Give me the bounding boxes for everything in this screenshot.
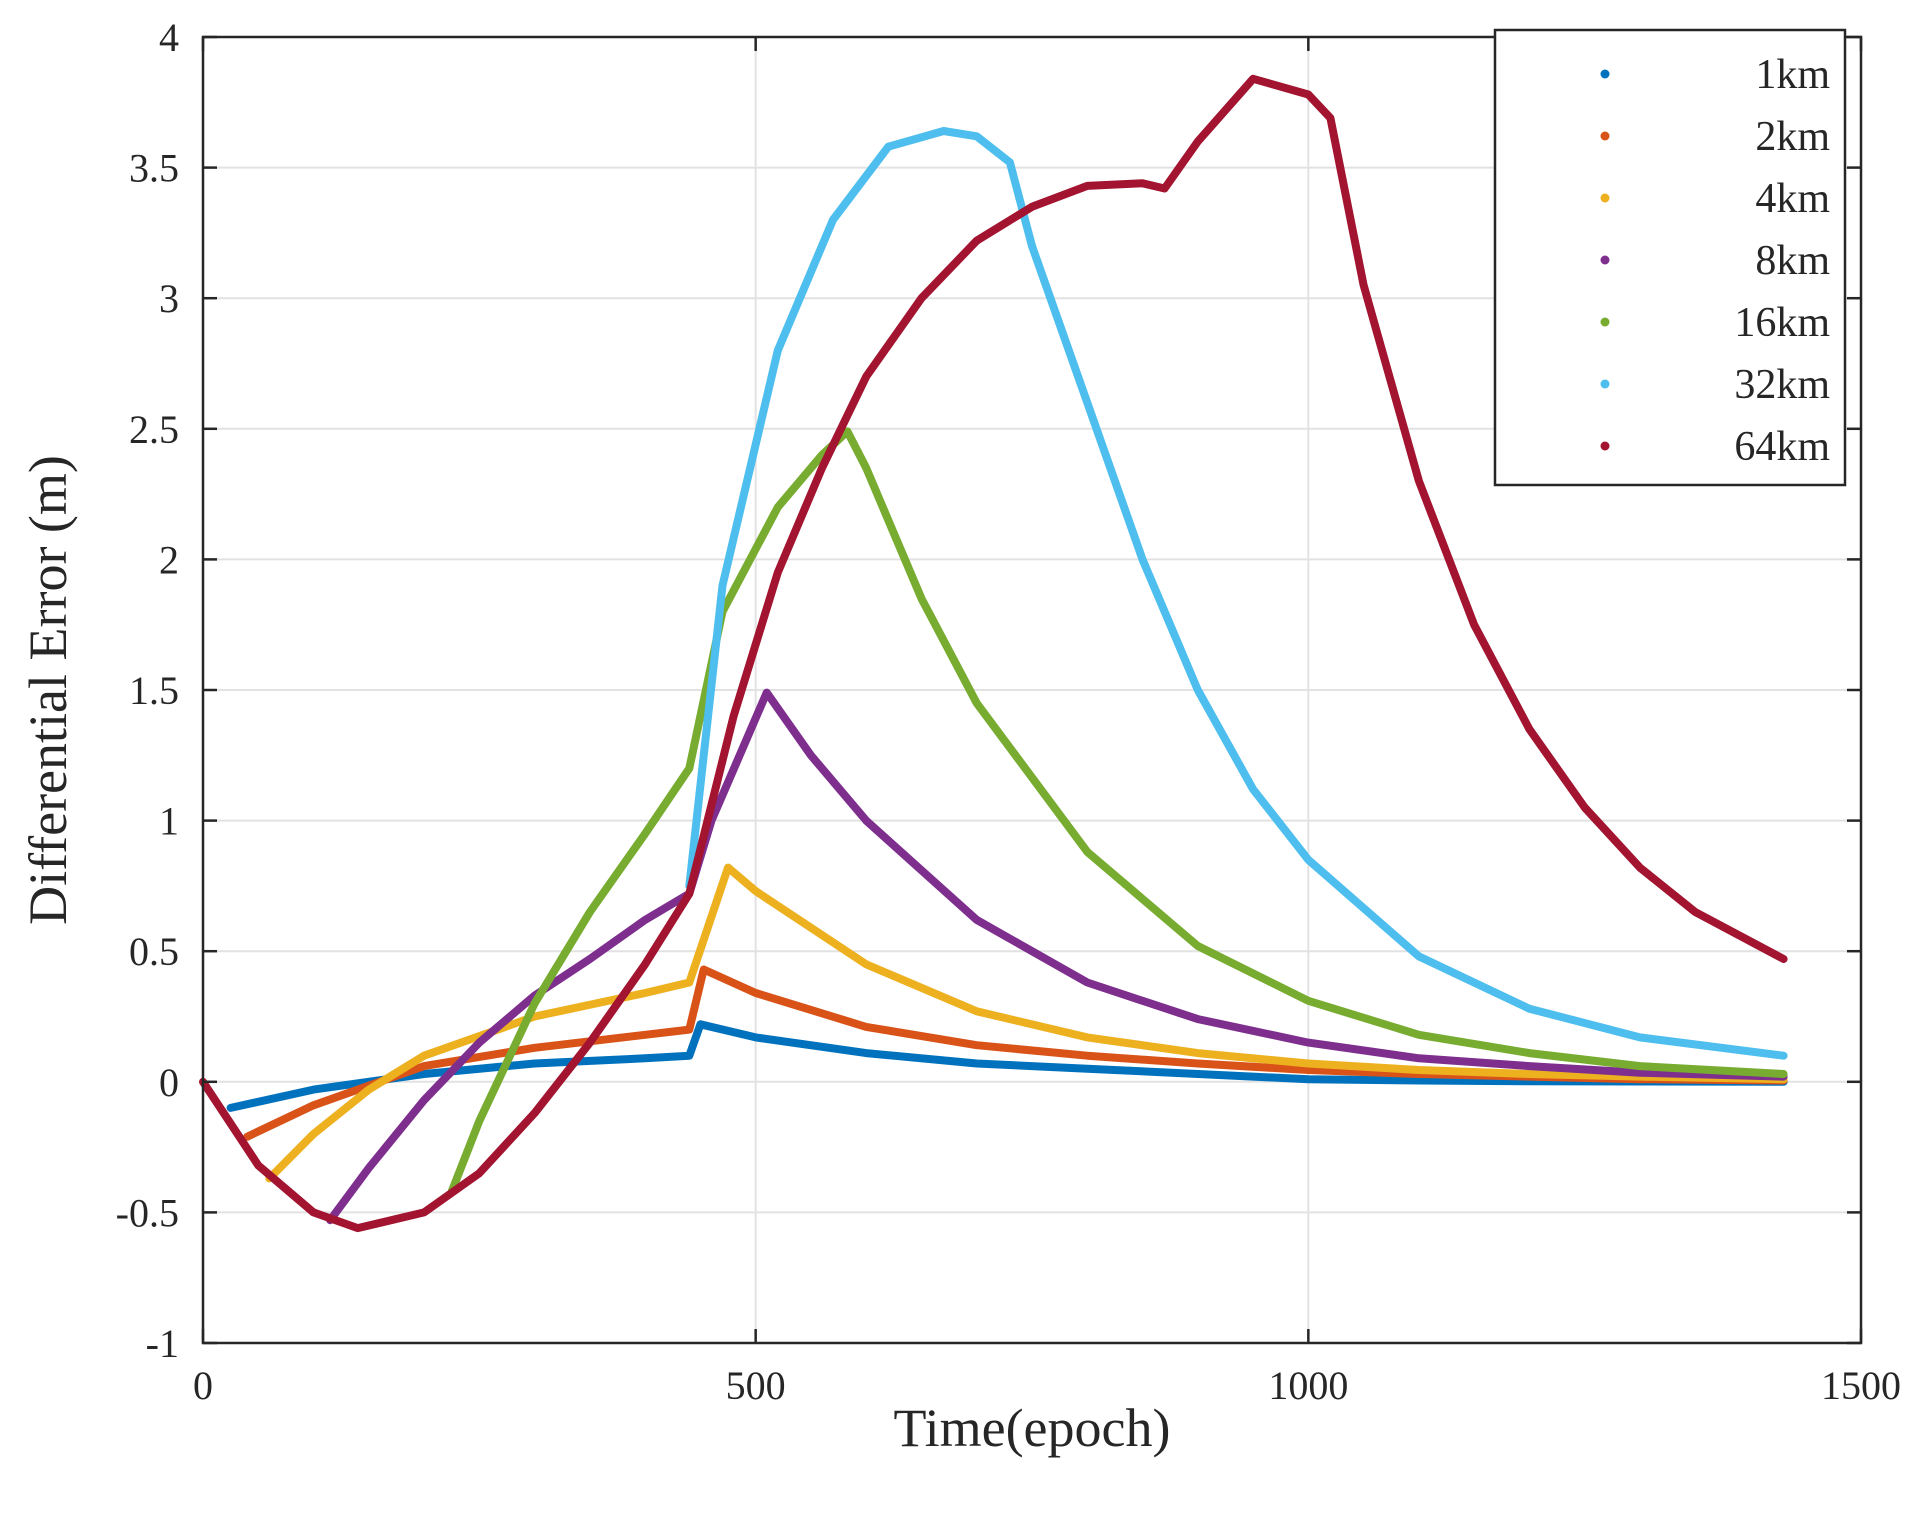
legend-marker-16km <box>1600 317 1610 327</box>
y-tick-label: 1.5 <box>129 668 179 713</box>
y-tick-label: 3.5 <box>129 146 179 191</box>
y-tick-label: 3 <box>159 276 179 321</box>
y-axis-title: Differential Error (m) <box>18 455 78 925</box>
y-tick-label: -0.5 <box>116 1190 179 1235</box>
series-line-1km <box>226 1020 1788 1112</box>
legend-marker-8km <box>1600 255 1610 265</box>
series-line-4km <box>265 863 1788 1183</box>
legend-marker-2km <box>1600 131 1610 141</box>
legend: 1km 2km 4km 8km 16km 32km 64km <box>1493 28 1847 487</box>
series-line-8km <box>326 688 1788 1225</box>
legend-marker-32km <box>1600 379 1610 389</box>
legend-label-4km: 4km <box>1755 176 1830 222</box>
legend-box <box>1493 28 1847 487</box>
legend-label-1km: 1km <box>1755 52 1830 98</box>
y-tick-label: -1 <box>146 1321 179 1366</box>
x-axis-title: Time(epoch) <box>894 1398 1171 1458</box>
legend-label-2km: 2km <box>1755 114 1830 160</box>
legend-label-64km: 64km <box>1734 424 1830 470</box>
legend-label-8km: 8km <box>1755 238 1830 284</box>
series-line-64km <box>199 74 1788 1233</box>
y-tick-label: 4 <box>159 15 179 60</box>
series-line-16km <box>447 427 1788 1196</box>
x-tick-label: 1500 <box>1821 1363 1901 1408</box>
legend-label-16km: 16km <box>1734 300 1830 346</box>
x-tick-label: 500 <box>726 1363 786 1408</box>
series-lines <box>199 74 1788 1233</box>
y-tick-label: 1 <box>159 799 179 844</box>
legend-marker-64km <box>1600 441 1610 451</box>
x-tick-label: 0 <box>193 1363 213 1408</box>
legend-items: 1km 2km 4km 8km 16km 32km 64km <box>1600 52 1830 470</box>
y-tick-label: 2.5 <box>129 407 179 452</box>
legend-label-32km: 32km <box>1734 362 1830 408</box>
axis-ticks: 0 500 1000 1500 -1 -0.5 0 0.5 1 1.5 2 2.5 3 3.5 4 <box>116 15 1901 1408</box>
x-tick-label: 1000 <box>1268 1363 1348 1408</box>
series-line-32km <box>685 127 1788 1060</box>
legend-marker-1km <box>1600 69 1610 79</box>
y-tick-label: 0.5 <box>129 929 179 974</box>
y-tick-label: 0 <box>159 1060 179 1105</box>
legend-marker-4km <box>1600 193 1610 203</box>
y-tick-label: 2 <box>159 537 179 582</box>
